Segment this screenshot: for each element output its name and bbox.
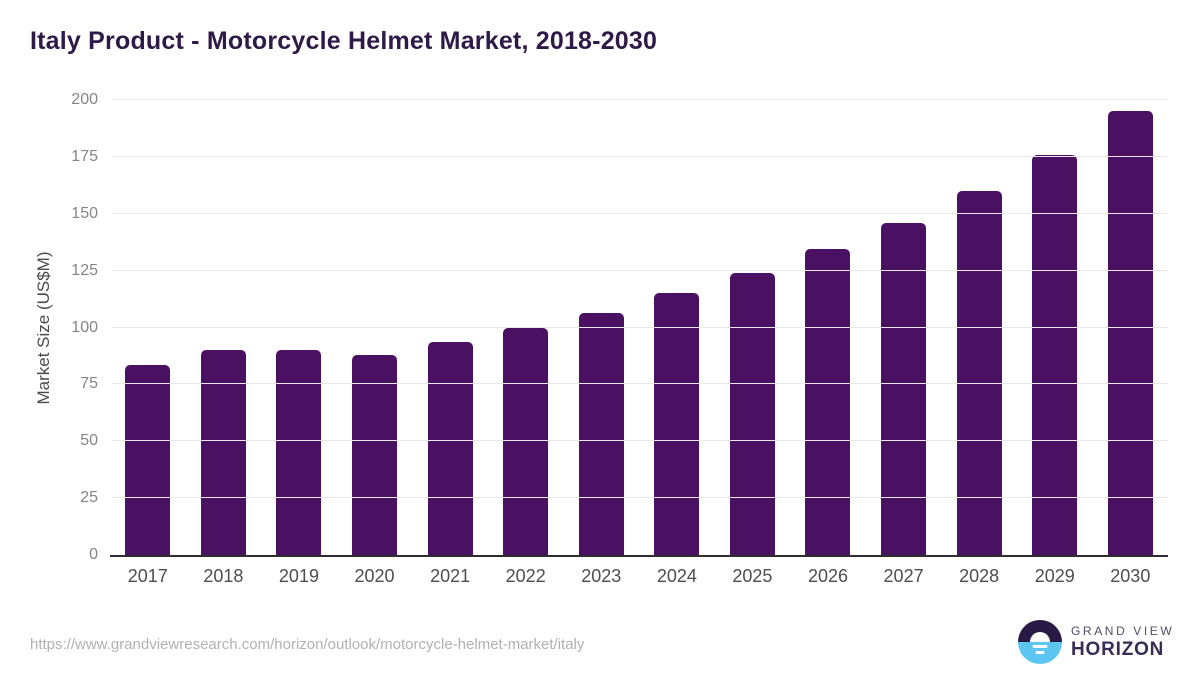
bar-2026 bbox=[805, 249, 851, 555]
bar-slot-2024 bbox=[639, 100, 715, 555]
bar-slot-2026 bbox=[790, 100, 866, 555]
bar-2027 bbox=[881, 222, 927, 555]
bar-2018 bbox=[200, 350, 246, 555]
x-tick-label-2022: 2022 bbox=[505, 566, 546, 586]
bar-2017 bbox=[125, 365, 171, 555]
bar-slot-2020 bbox=[337, 100, 413, 555]
bar-slot-2017 bbox=[110, 100, 186, 555]
bar-slot-2022 bbox=[488, 100, 564, 555]
chart-title: Italy Product - Motorcycle Helmet Market… bbox=[30, 27, 658, 55]
bar-2030 bbox=[1107, 111, 1153, 555]
y-tick-label-50: 50 bbox=[80, 432, 98, 450]
x-axis-labels: 2017 2018 2019 2020 2021 2022 2023 2024 2025 2026… bbox=[110, 566, 1168, 587]
gridline-200 bbox=[112, 99, 1168, 100]
y-tick-label-100: 100 bbox=[71, 318, 98, 336]
bar-slot-2019 bbox=[261, 100, 337, 555]
bar-2022 bbox=[503, 327, 549, 555]
bar-2020 bbox=[352, 354, 398, 555]
logo-sky-half bbox=[1018, 620, 1062, 642]
x-tick-label-2020: 2020 bbox=[354, 566, 395, 586]
brand-text: GRAND VIEW HORIZON bbox=[1071, 624, 1174, 660]
gridline-25 bbox=[112, 497, 1168, 499]
x-tick-label-2030: 2030 bbox=[1110, 566, 1151, 586]
x-tick-label-2018: 2018 bbox=[203, 566, 244, 586]
y-tick-label-125: 125 bbox=[71, 261, 98, 279]
plot-area: 0 25 50 75 100 125 150 175 200 bbox=[71, 92, 1168, 563]
logo-reflection-line bbox=[1035, 651, 1045, 654]
logo-sun-shape bbox=[1030, 632, 1050, 642]
bar-2025 bbox=[729, 272, 775, 555]
bar-slot-2025 bbox=[715, 100, 791, 555]
x-tick-label-2024: 2024 bbox=[656, 566, 697, 586]
bar-2019 bbox=[276, 350, 322, 555]
bar-2028 bbox=[956, 191, 1002, 555]
bar-2021 bbox=[427, 342, 473, 555]
gridline-50 bbox=[112, 440, 1168, 442]
logo-reflection-line bbox=[1032, 645, 1048, 648]
bar-slot-2027 bbox=[866, 100, 942, 555]
y-tick-label-75: 75 bbox=[80, 375, 98, 393]
y-tick-label-200: 200 bbox=[71, 91, 98, 108]
y-tick-label-0: 0 bbox=[89, 546, 98, 563]
y-axis-title: Market Size (US$M) bbox=[34, 251, 53, 405]
x-tick-label-2029: 2029 bbox=[1034, 566, 1075, 586]
y-tick-label-150: 150 bbox=[71, 204, 98, 222]
y-tick-label-175: 175 bbox=[71, 147, 98, 165]
gridline-125 bbox=[112, 269, 1168, 271]
bar-2023 bbox=[578, 312, 624, 555]
bar-slot-2028 bbox=[941, 100, 1017, 555]
x-tick-label-2019: 2019 bbox=[278, 566, 319, 586]
gridline-100 bbox=[112, 326, 1168, 328]
brand-name-bottom: HORIZON bbox=[1071, 639, 1165, 660]
x-tick-label-2026: 2026 bbox=[807, 566, 849, 586]
gridline-75 bbox=[112, 383, 1168, 385]
gridline-150 bbox=[112, 212, 1168, 214]
x-tick-label-2025: 2025 bbox=[732, 566, 773, 586]
bar-slot-2023 bbox=[563, 100, 639, 555]
y-tick-label-25: 25 bbox=[80, 489, 98, 507]
x-tick-label-2017: 2017 bbox=[127, 566, 168, 586]
bar-slot-2018 bbox=[186, 100, 262, 555]
brand-name-top: GRAND VIEW bbox=[1071, 624, 1175, 638]
x-tick-label-2023: 2023 bbox=[581, 566, 622, 586]
gridline-175 bbox=[112, 155, 1168, 157]
bar-2029 bbox=[1032, 154, 1078, 555]
bar-slot-2030 bbox=[1093, 100, 1169, 555]
bar-2024 bbox=[654, 293, 700, 555]
bar-series bbox=[110, 100, 1168, 555]
source-url: https://www.grandviewresearch.com/horizo… bbox=[30, 636, 585, 653]
bar-slot-2021 bbox=[412, 100, 488, 555]
horizon-sun-icon bbox=[1018, 620, 1062, 664]
x-tick-label-2028: 2028 bbox=[959, 566, 1000, 586]
bar-slot-2029 bbox=[1017, 100, 1093, 555]
brand-logo: GRAND VIEW HORIZON bbox=[1018, 620, 1174, 664]
x-tick-label-2021: 2021 bbox=[430, 566, 471, 586]
x-tick-label-2027: 2027 bbox=[883, 566, 924, 586]
